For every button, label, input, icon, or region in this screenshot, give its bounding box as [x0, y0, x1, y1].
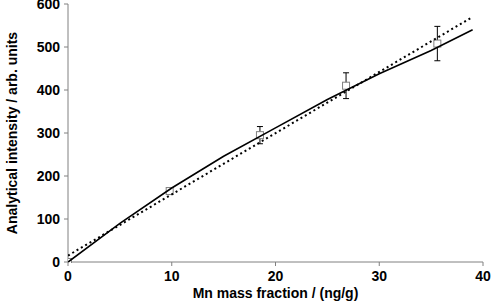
- y-tick-label: 400: [37, 82, 61, 98]
- x-tick-label: 10: [164, 268, 180, 284]
- y-tick-label: 500: [37, 39, 61, 55]
- x-tick: [379, 262, 380, 266]
- y-tick: [64, 262, 68, 263]
- y-tick: [64, 90, 68, 91]
- error-cap: [343, 98, 349, 99]
- error-cap: [343, 72, 349, 73]
- x-tick-label: 30: [371, 268, 387, 284]
- x-tick: [483, 262, 484, 266]
- y-tick: [64, 47, 68, 48]
- x-tick: [171, 262, 172, 266]
- y-tick-label: 600: [37, 0, 61, 12]
- y-tick-label: 200: [37, 168, 61, 184]
- error-cap: [257, 126, 263, 127]
- plot-area: [68, 17, 473, 263]
- y-axis-label: Analytical intensity / arb. units: [4, 32, 20, 234]
- y-tick-label: 0: [52, 254, 60, 270]
- y-tick: [64, 133, 68, 134]
- error-cap: [434, 26, 440, 27]
- y-tick: [64, 219, 68, 220]
- y-tick: [64, 176, 68, 177]
- x-axis-label: Mn mass fraction / (ng/g): [193, 285, 359, 301]
- y-tick-label: 100: [37, 211, 61, 227]
- x-tick-label: 0: [64, 268, 72, 284]
- x-tick-label: 40: [475, 268, 491, 284]
- x-tick: [275, 262, 276, 266]
- error-cap: [434, 60, 440, 61]
- chart: 0 100 200 300 400 500 600 0 10 20 30 40 Mn mass frac…: [0, 0, 500, 303]
- linear-fit-line: [68, 17, 473, 256]
- x-tick-label: 20: [268, 268, 284, 284]
- y-tick-label: 300: [37, 125, 61, 141]
- curve-fit-line: [68, 30, 473, 262]
- y-tick: [64, 4, 68, 5]
